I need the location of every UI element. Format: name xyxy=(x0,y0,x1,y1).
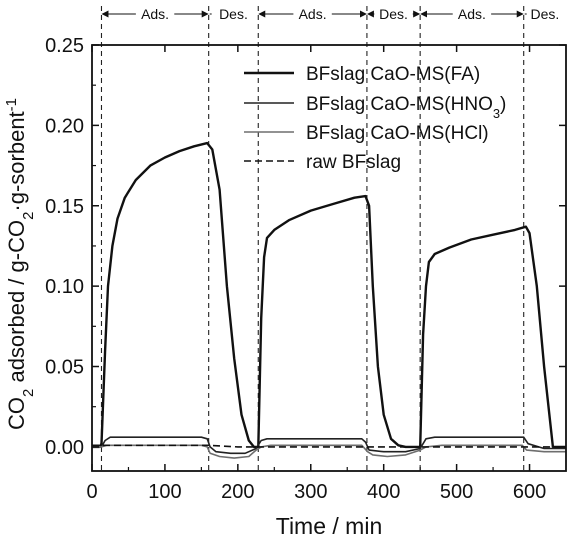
y-tick-label: 0.15 xyxy=(45,196,84,218)
x-tick-label: 300 xyxy=(294,481,327,503)
legend-entry: raw BFslag xyxy=(306,152,401,173)
x-tick-label: 600 xyxy=(513,481,546,503)
series-line-4 xyxy=(92,444,566,448)
y-tick-label: 0.00 xyxy=(45,437,84,459)
phase-label: Des. xyxy=(219,6,248,22)
x-tick-label: 400 xyxy=(367,481,400,503)
y-tick-label: 0.25 xyxy=(45,35,84,57)
series-line-1 xyxy=(92,141,566,449)
legend-entry: BFslag CaO-MS(FA) xyxy=(306,64,480,85)
series-line-2 xyxy=(92,436,566,455)
y-axis-label: CO2 adsorbed / g-CO2·g-sorbent-1 xyxy=(3,98,37,430)
x-tick-label: 500 xyxy=(440,481,473,503)
phase-label: Ads. xyxy=(141,6,169,22)
y-tick-label: 0.05 xyxy=(45,357,84,379)
x-tick-label: 100 xyxy=(148,481,181,503)
legend-entry: BFslag CaO-MS(HCl) xyxy=(306,123,489,144)
y-tick-label: 0.10 xyxy=(45,276,84,298)
legend-entry: BFslag CaO-MS(HNO3) xyxy=(306,94,506,121)
x-tick-label: 0 xyxy=(86,481,97,503)
phase-label: Des. xyxy=(530,6,559,22)
phase-label: Ads. xyxy=(299,6,327,22)
phase-label: Des. xyxy=(379,6,408,22)
phase-label: Ads. xyxy=(458,6,486,22)
x-tick-label: 200 xyxy=(221,481,254,503)
y-tick-label: 0.20 xyxy=(45,115,84,137)
plot-area: Ads. Des. Ads. Des. Ads. Des. 0 100 200 300 400 500… xyxy=(3,6,567,539)
plot-frame xyxy=(91,44,567,472)
x-axis-label: Time / min xyxy=(276,513,383,539)
